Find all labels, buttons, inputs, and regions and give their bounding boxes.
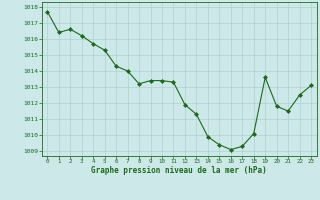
X-axis label: Graphe pression niveau de la mer (hPa): Graphe pression niveau de la mer (hPa) bbox=[91, 166, 267, 175]
